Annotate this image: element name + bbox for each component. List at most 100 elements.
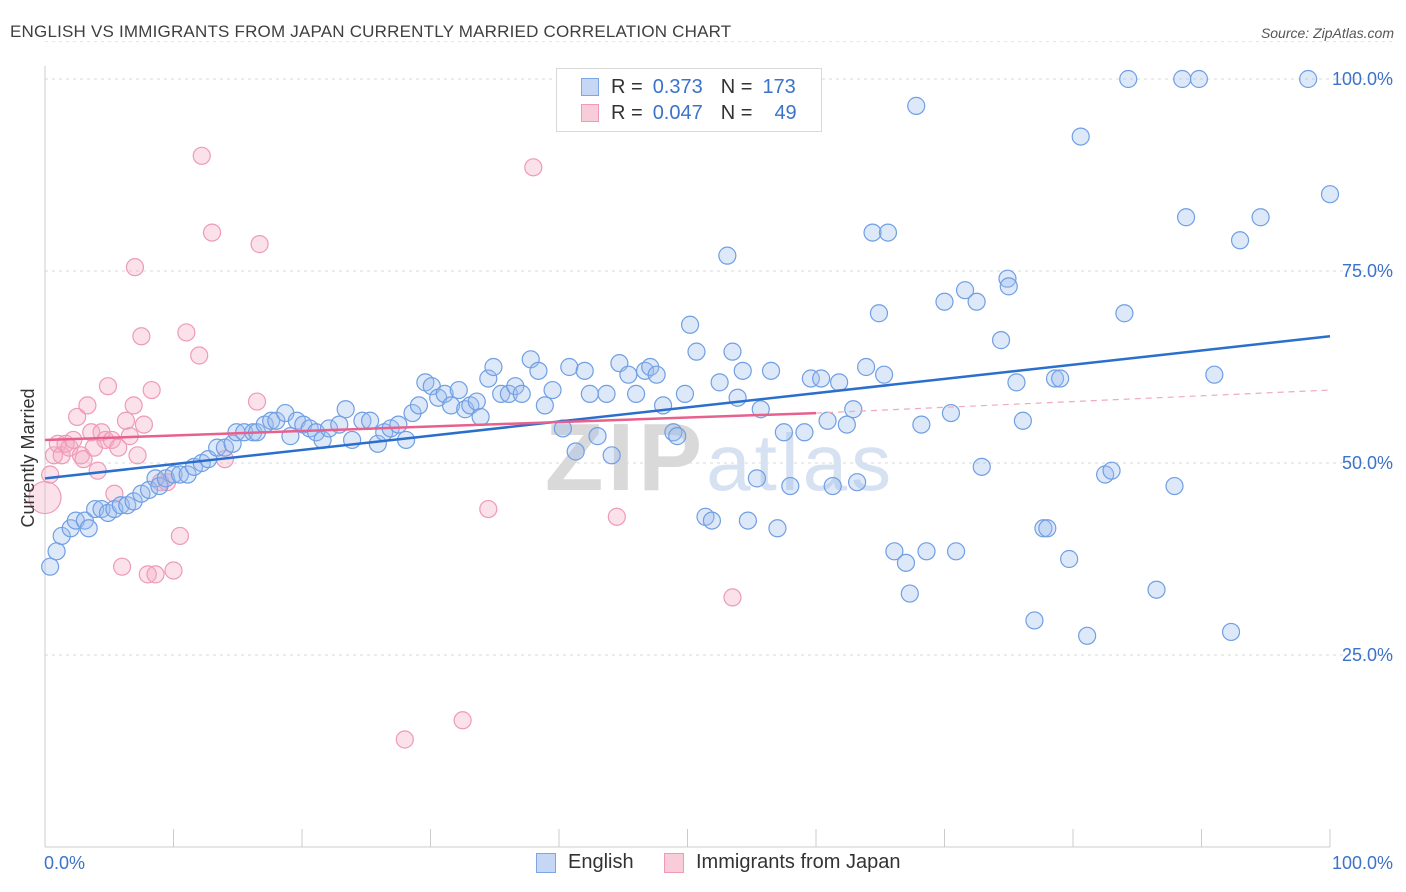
english-point [1205,365,1224,384]
japan-point [250,235,269,254]
grid-lines [45,41,1395,656]
english-point [647,365,666,384]
japan-point [177,323,196,342]
japan-point [146,565,165,584]
bottom-legend: English Immigrants from Japan [0,851,1406,879]
english-point [774,423,793,442]
bottom-legend-english: English [536,851,634,874]
english-point [738,511,757,530]
english-point [946,542,966,561]
y-axis-label: Currently Married [18,388,38,527]
english-point [668,427,687,446]
english-point [588,427,607,446]
english-point [409,396,429,415]
legend-n-label: N = [720,101,753,124]
english-point [1119,69,1138,89]
english-point [1115,304,1134,323]
english-point [885,542,904,561]
english-point [687,342,706,361]
japan-point [68,407,87,427]
y-tick-label: 50.0% [1342,453,1393,473]
english-point [368,434,387,453]
english-point [1051,369,1070,388]
english-point [1176,208,1196,227]
english-point [863,223,882,242]
english-point [529,361,548,380]
english-point [823,476,842,496]
english-point [848,473,867,492]
english-point [1165,476,1184,496]
japan-point [82,423,101,442]
english-point [580,384,599,403]
english-point [857,357,876,377]
bottom-legend-label-english: English [568,851,634,873]
english-point [597,384,616,403]
english-point [41,557,60,576]
english-point [1230,231,1250,250]
english-point [336,400,355,419]
y-tick-label: 100.0% [1332,69,1393,89]
english-point [449,380,468,400]
english-point [837,415,856,434]
english-point [441,396,461,415]
english-point [1060,549,1079,569]
japan-point [479,499,498,519]
japan-point [395,730,414,749]
japan-point [125,258,145,277]
english-point [560,357,579,377]
english-point [733,361,752,380]
english-point [912,415,931,434]
english-point [1045,369,1065,388]
english-point [1025,611,1044,630]
legend-n-label: N = [720,75,753,98]
english-point [124,492,143,511]
japan-point [98,377,118,396]
japan-point [78,396,97,415]
english-point [955,281,975,300]
japan-trendline [44,411,817,442]
english-point [1102,461,1121,480]
japan-point [453,711,472,730]
legend-row-english: R = 0.373 N = 173 [581,74,796,100]
english-point [935,292,954,311]
english-point [1299,69,1318,89]
japan-point [105,484,124,503]
english-point [170,465,190,484]
japan-point [124,396,143,415]
legend-row-japan: R = 0.047 N = 49 [581,100,797,126]
english-point [1078,626,1097,645]
japan-point [170,526,190,546]
english-point [164,465,183,484]
english-point [1071,127,1090,146]
english-point [1007,373,1026,392]
legend-n-value: 49 [774,101,797,124]
english-point [479,369,498,388]
english-point [1013,411,1032,430]
x-tick-label: 0.0% [44,853,85,873]
legend-r-label: R = [611,101,643,124]
japan-point [192,146,211,165]
japan-point [132,327,151,346]
japan-point [142,380,161,400]
legend-r-value: 0.047 [652,101,703,124]
legend-swatch-english [581,78,599,96]
english-point [844,400,863,419]
japan-point [164,561,183,580]
japan-point [723,588,742,607]
english-point [812,369,831,388]
english-point [907,96,926,115]
japan-point [134,415,154,434]
legend-swatch-japan [581,104,599,122]
english-point [512,384,531,403]
english-point [1251,208,1270,227]
tick-labels: 25.0% 50.0% 75.0% 100.0% 0.0% 100.0% [44,69,1393,873]
bottom-legend-swatch-english [536,852,556,873]
english-point [917,542,936,561]
japan-point [44,446,64,465]
english-point [999,277,1018,296]
english-point [991,331,1011,350]
bottom-legend-swatch-japan [664,852,684,873]
y-tick-label: 75.0% [1342,261,1393,281]
english-point [262,411,281,430]
